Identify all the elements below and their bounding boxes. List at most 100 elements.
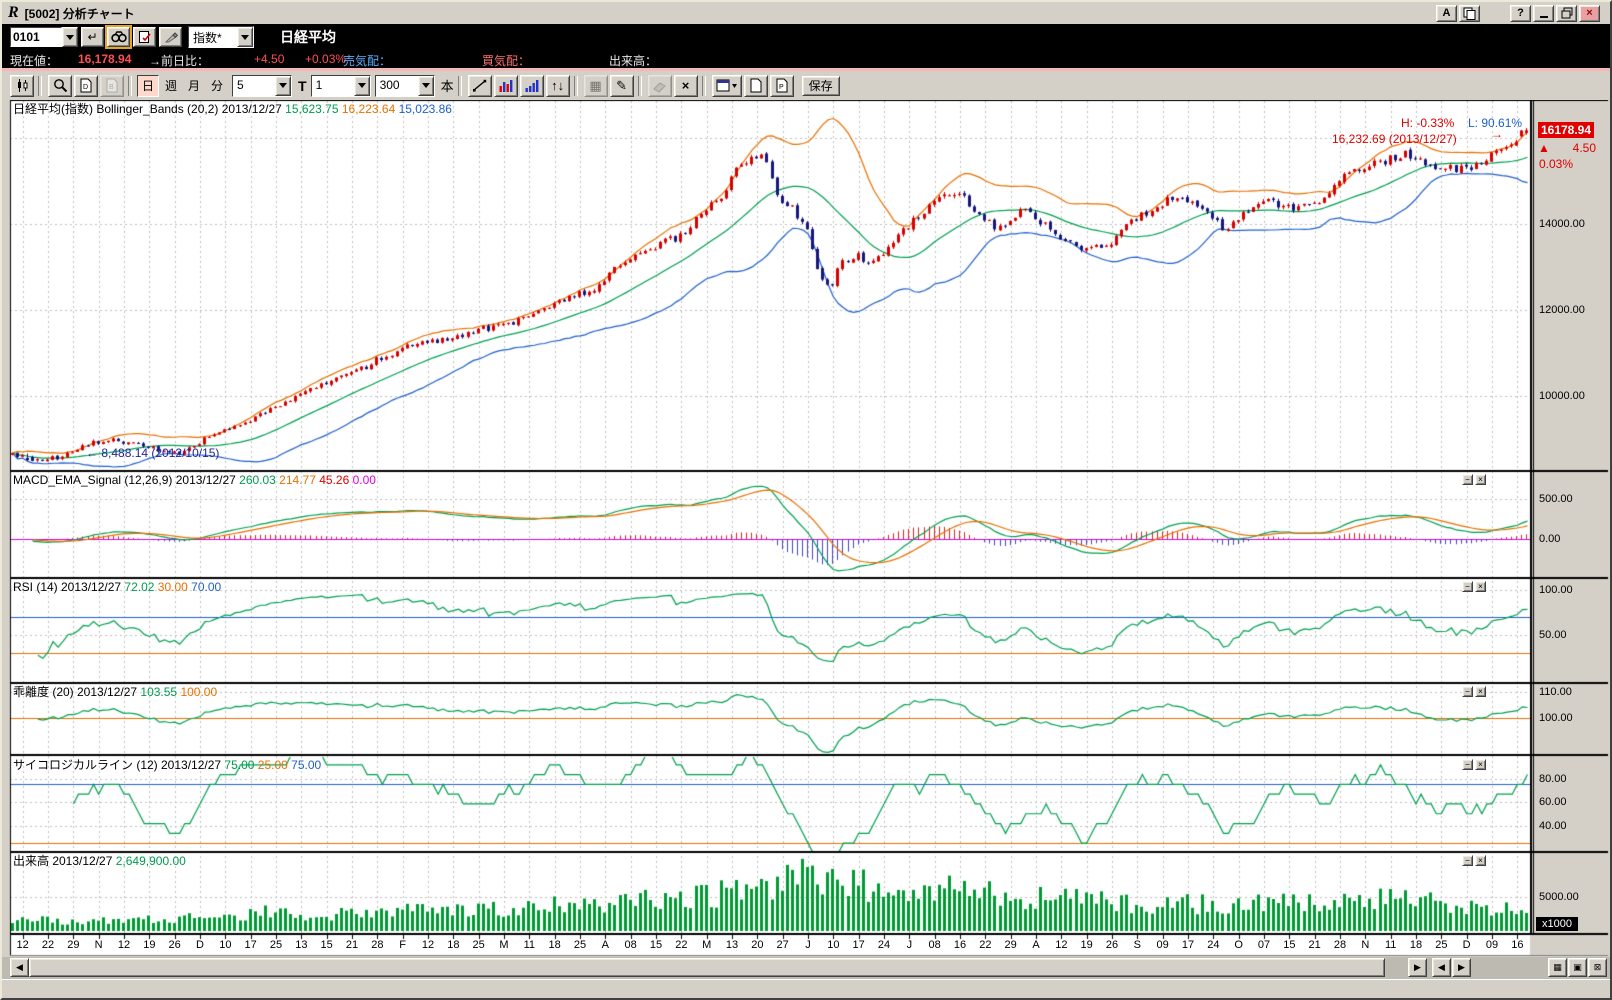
period-weekly-button[interactable]: 週 (160, 75, 182, 97)
app-icon: R (8, 4, 19, 21)
bars-dropdown-button[interactable] (417, 75, 434, 96)
blue-bars-icon (525, 80, 539, 92)
window-menu-icon (716, 79, 737, 91)
period-minute-button[interactable]: 分 (206, 75, 228, 97)
page-b-icon: B (106, 78, 118, 93)
minimize-button[interactable] (1533, 4, 1554, 22)
period-daily-button[interactable]: 日 (137, 74, 159, 97)
layout-close-button[interactable]: ⊠ (1588, 958, 1607, 977)
quote-separator-line (2, 68, 1610, 71)
close-button[interactable]: × (1579, 4, 1600, 22)
svg-text:B: B (109, 84, 114, 91)
pane-minimize-button[interactable]: − (1462, 474, 1473, 485)
pane-minimize-button[interactable]: − (1462, 759, 1473, 770)
pane-minimize-button[interactable]: − (1462, 686, 1473, 697)
toolbar-separator (573, 75, 578, 96)
scroll-right-button[interactable]: ▶ (1408, 958, 1427, 977)
compare-chart-button[interactable] (10, 74, 34, 97)
page-p-icon: P (776, 78, 788, 93)
page-load-button[interactable]: P (769, 74, 794, 97)
scroll-left-button[interactable]: ◀ (10, 958, 29, 977)
interval-dropdown-button[interactable] (353, 75, 370, 96)
toolbar-separator (701, 75, 706, 96)
dual-bars-button[interactable] (493, 74, 518, 97)
red-blue-bars-icon (499, 80, 513, 92)
prev-diff-label: →前日比： (149, 54, 210, 68)
chart-canvas[interactable] (2, 100, 1610, 957)
pane-minimize-button[interactable]: − (1462, 855, 1473, 866)
svg-text:D: D (83, 84, 88, 91)
draw-pencil-button[interactable]: ✎ (609, 74, 634, 97)
trendline-button[interactable] (467, 74, 492, 97)
restore-button[interactable] (1556, 4, 1577, 22)
candles-icon (17, 79, 27, 92)
clear-draw-button[interactable] (159, 27, 182, 47)
ma-dropdown-button[interactable] (275, 75, 291, 96)
bars-select[interactable]: 300 (374, 74, 435, 97)
chevron-down-icon (241, 34, 249, 40)
grid-button[interactable]: ▦ (583, 74, 608, 97)
volume-bars-button[interactable] (519, 74, 544, 97)
interval-select[interactable]: 1 (310, 74, 371, 97)
page-copy-button[interactable]: B (100, 74, 124, 97)
ask-label: 売気配： (343, 54, 392, 68)
pane-minimize-button[interactable]: − (1462, 581, 1473, 592)
page-save-button[interactable] (743, 74, 768, 97)
copy-icon (1463, 7, 1476, 20)
quote-bar: 現在値： 16,178.94 →前日比： +4.50 +0.03% 売気配： 買… (2, 50, 1610, 68)
pane-close-button[interactable]: × (1475, 855, 1486, 866)
bid-label: 買気配： (482, 54, 531, 68)
scrollbar-thumb[interactable] (29, 958, 1385, 977)
category-select[interactable]: 指数* (188, 26, 254, 48)
bars-unit-label: 本 (440, 79, 454, 94)
chart-toolbar: D B 日 週 月 分 5 T 1 300 本 (2, 71, 1610, 101)
window-layout-button[interactable] (711, 74, 742, 97)
page-d-icon: D (80, 78, 92, 93)
zoom-button[interactable] (48, 74, 72, 97)
help-button[interactable]: ? (1510, 4, 1531, 22)
restore-icon (1561, 7, 1572, 19)
copy-window-button[interactable] (1459, 4, 1480, 22)
svg-text:P: P (779, 84, 784, 91)
memo-button[interactable] (133, 27, 156, 47)
eraser-button[interactable] (647, 74, 672, 97)
pane-close-button[interactable]: × (1475, 686, 1486, 697)
sort-updown-button[interactable]: ↑↓ (545, 74, 570, 97)
period-monthly-button[interactable]: 月 (183, 75, 205, 97)
ma-select[interactable]: 5 (232, 74, 292, 97)
window-title: [5002] 分析チャート (24, 6, 135, 21)
bars-select-value: 300 (379, 77, 400, 92)
minimize-icon (1539, 16, 1548, 18)
page-new-button[interactable]: D (74, 74, 98, 97)
step-back-button[interactable]: ◀ (1432, 958, 1451, 977)
category-dropdown-button[interactable] (237, 27, 253, 47)
note-check-icon (138, 31, 151, 43)
save-button[interactable]: 保存 (801, 75, 840, 96)
step-forward-button[interactable]: ▶ (1452, 958, 1471, 977)
pane-close-button[interactable]: × (1475, 474, 1486, 485)
chart-area: 日経平均(指数) Bollinger_Bands (20,2) 2013/12/… (2, 100, 1610, 957)
layout-window-button[interactable]: ▣ (1568, 958, 1587, 977)
delete-all-button[interactable]: × (673, 74, 698, 97)
pane-close-button[interactable]: × (1475, 759, 1486, 770)
chevron-down-icon (66, 34, 74, 40)
layout-grid-button[interactable]: ▦ (1548, 958, 1567, 977)
toolbar-separator (637, 75, 642, 96)
toolbar-separator (128, 75, 132, 96)
window-bottom-frame (2, 979, 1610, 998)
search-button[interactable] (105, 25, 132, 49)
category-select-value: 指数* (193, 31, 222, 45)
change-pct: +0.03% (305, 52, 347, 66)
code-dropdown-button[interactable] (62, 27, 78, 47)
trendline-icon (473, 79, 487, 92)
enter-button[interactable]: ↵ (81, 27, 104, 47)
toolbar-separator (38, 75, 42, 96)
chevron-down-icon (279, 83, 287, 88)
font-button[interactable]: A (1436, 4, 1457, 22)
interval-select-value: 1 (315, 77, 323, 92)
pane-close-button[interactable]: × (1475, 581, 1486, 592)
page-icon (750, 78, 762, 93)
code-input[interactable] (10, 27, 62, 47)
toolbar-separator (457, 75, 462, 96)
